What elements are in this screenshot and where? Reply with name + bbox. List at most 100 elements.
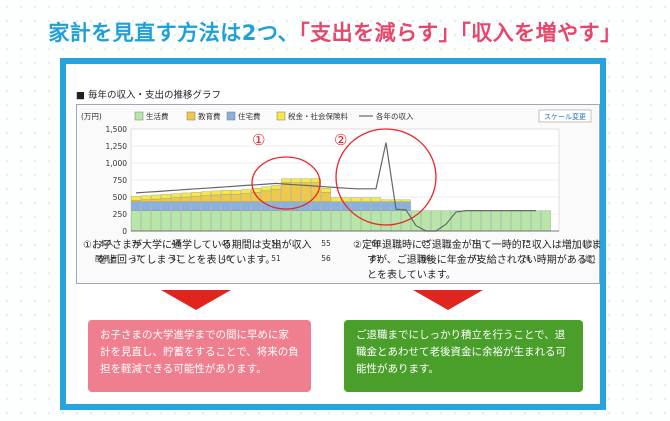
annotation-circle-1: [251, 156, 321, 210]
y-tick-label: 1,000: [106, 159, 128, 168]
bar-segment: [541, 210, 551, 232]
bar-segment: [321, 210, 331, 232]
income-expense-chart: 1,500 1,250 1,000 750 500 250 0 (万円) 生活費 教育費 住宅費 税金…: [81, 109, 595, 263]
bar-segment: [271, 189, 281, 202]
bar-segment: [221, 201, 231, 211]
legend-swatch: [226, 111, 236, 121]
headline-increase-income: 「収入を増やす」: [460, 21, 622, 45]
bar-segment: [241, 201, 251, 211]
arrow-down-icon: [161, 290, 231, 310]
x-tick-self: 40: [171, 239, 181, 248]
bar-segment: [371, 197, 381, 202]
bar-segment: [211, 201, 221, 211]
bar-segment: [181, 210, 191, 232]
bar-segment: [131, 196, 141, 201]
advice-card-savings: お子さまの大学進学までの間に早めに家計を見直し、貯蓄をすることで、将来の負担を軽…: [88, 320, 311, 392]
x-tick-spouse: 71: [471, 254, 481, 263]
legend-label: 教育費: [198, 111, 221, 121]
annotation-label-1: ①: [252, 131, 265, 149]
bar-segment: [271, 185, 281, 190]
x-tick-self: 50: [271, 239, 281, 248]
bar-segment: [351, 197, 361, 202]
bar-segment: [151, 198, 161, 202]
bar-segment: [511, 210, 521, 232]
x-tick-self: 60: [371, 239, 381, 248]
chart-title: ■ 毎年の収入・支出の推移グラフ: [76, 90, 221, 101]
y-tick-label: 750: [113, 176, 128, 185]
bar-segment: [221, 210, 231, 232]
bar-segment: [161, 198, 171, 202]
bar-segment: [301, 178, 311, 183]
bar-segment: [281, 178, 291, 183]
x-tick-self: 75: [521, 239, 531, 248]
bar-segment: [141, 210, 151, 232]
bar-segment: [251, 192, 261, 202]
bar-segment: [161, 194, 171, 199]
bar-segment: [141, 195, 151, 200]
legend-label: 生活費: [146, 111, 169, 121]
annotation-label-2: ②: [334, 131, 347, 149]
bar-segment: [211, 210, 221, 232]
bar-segment: [251, 188, 261, 193]
bar-segment: [211, 190, 221, 196]
note-retirement-period: ②定年退職時にご退職金が出て一時的に収入は増加しますが、ご退職後に年金が支給され…: [353, 240, 602, 281]
x-tick-self: 70: [471, 239, 481, 248]
bar-segment: [241, 189, 251, 194]
bar-segment: [281, 210, 291, 232]
bar-segment: [141, 201, 151, 211]
bar-segment: [221, 194, 231, 202]
y-tick-label: 0: [122, 227, 127, 236]
bar-segment: [331, 201, 341, 211]
bar-segment: [381, 201, 391, 211]
x-tick-spouse: 51: [271, 254, 281, 263]
bar-segment: [431, 210, 441, 232]
bar-segment: [161, 210, 171, 232]
bar-segment: [201, 191, 211, 196]
income-line: [135, 142, 536, 232]
x-tick-self: 55: [321, 239, 331, 248]
headline-reduce-expense: 「支出を減らす」: [299, 21, 461, 45]
row-label-spouse: 配偶者: [95, 253, 118, 263]
bar-segment: [321, 192, 331, 202]
bar-segment: [391, 210, 401, 232]
bar-segment: [421, 210, 431, 232]
bar-segment: [521, 210, 531, 232]
bar-segment: [321, 188, 331, 193]
bar-segment: [231, 210, 241, 232]
legend-swatch: [134, 111, 144, 121]
x-tick-self: 45: [221, 239, 231, 248]
bar-segment: [231, 190, 241, 195]
legend-label: 住宅費: [238, 111, 261, 121]
bar-segment: [401, 199, 411, 202]
annotation-circle-2: [335, 128, 437, 226]
legend-swatch: [276, 111, 286, 121]
bar-segment: [251, 210, 261, 232]
bar-segment: [471, 210, 481, 232]
x-tick-spouse: 46: [221, 254, 231, 263]
bar-segment: [191, 196, 201, 202]
bar-segment: [221, 190, 231, 195]
x-tick-spouse: 41: [171, 254, 181, 263]
bar-segment: [141, 199, 151, 202]
bar-segment: [291, 210, 301, 232]
bar-segment: [151, 210, 161, 232]
bar-segment: [171, 197, 181, 202]
bar-segment: [291, 178, 301, 183]
bar-segment: [181, 192, 191, 198]
bar-segment: [391, 199, 401, 202]
bar-segment: [371, 201, 381, 211]
scale-change-label: スケール変更: [544, 112, 586, 121]
bar-segment: [191, 201, 201, 211]
bar-segment: [181, 201, 191, 211]
bar-segment: [151, 194, 161, 200]
unit-age-spouse: (歳): [582, 253, 595, 263]
page-headline: 家計を見直す方法は2つ、「支出を減らす」「収入を増やす」: [0, 17, 670, 47]
content-frame: ■ 毎年の収入・支出の推移グラフ 1,500 1,250 1,000 750 500 25…: [60, 58, 606, 410]
x-tick-spouse: 61: [371, 254, 381, 263]
bar-segment: [381, 210, 391, 232]
legend-label: 各年の収入: [376, 111, 414, 121]
bar-segment: [181, 196, 191, 202]
bar-segment: [361, 201, 371, 211]
legend-swatch: [186, 111, 196, 121]
bar-segment: [191, 210, 201, 232]
